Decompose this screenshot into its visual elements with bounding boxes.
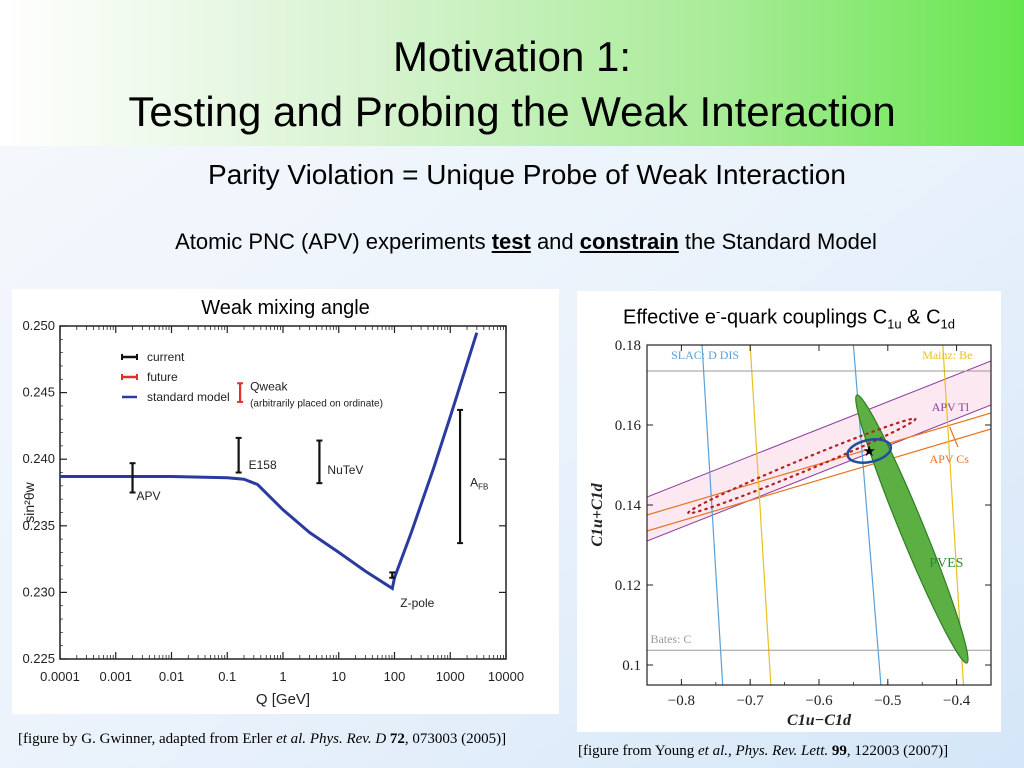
afb-label-sub: FB — [478, 483, 488, 492]
cite-left-post: , 073003 (2005)] — [404, 731, 507, 747]
atomic-pnc-statement: Atomic PNC (APV) experiments test and co… — [0, 228, 1024, 256]
standard-model-star: ★ — [862, 443, 875, 460]
x-tick-label: 0.001 — [99, 669, 132, 684]
cite-left-etal: et al. — [276, 731, 307, 747]
y-tick-label: 0.16 — [615, 418, 642, 434]
y-tick-label: 0.245 — [22, 385, 55, 400]
title-banner: Motivation 1: Testing and Probing the We… — [0, 0, 1024, 146]
left-panel-title: Weak mixing angle — [201, 297, 370, 319]
right-title-sub1: 1u — [887, 316, 902, 332]
x-tick-label: 0.0001 — [40, 669, 80, 684]
x-axis-label: C1u−C1d — [787, 712, 852, 729]
cite-right-post: , 122003 (2007)] — [846, 743, 949, 759]
dotted-fit-ellipse — [687, 417, 917, 515]
atomic-text-and: and — [530, 229, 580, 254]
x-tick-label: −0.4 — [943, 693, 971, 709]
atomic-text-post: the Standard Model — [678, 229, 877, 254]
error-bar-label: Z-pole — [400, 596, 434, 610]
x-tick-label: 0.01 — [159, 669, 184, 684]
x-tick-label: 100 — [384, 669, 406, 684]
bates-label: Bates: C — [650, 632, 691, 646]
x-tick-label: 1 — [279, 669, 286, 684]
cite-right-vol: 99 — [831, 743, 847, 759]
couplings-panel: ★ −0.8 −0.7 −0.6 −0.5 −0.4 0.1 0.12 0.14 0.16 0.18… — [577, 291, 1001, 732]
cite-right-etal: et al. — [698, 743, 728, 759]
cite-right-comma: , — [728, 743, 736, 759]
x-tick-label: 1000 — [436, 669, 465, 684]
y-tick-label: 0.250 — [22, 318, 55, 333]
x-axis-label: Q [GeV] — [256, 691, 310, 708]
slide-title-line1: Motivation 1: — [392, 33, 632, 80]
combined-fit-ellipse — [846, 438, 893, 464]
right-title-mid: -quark couplings C — [720, 306, 888, 329]
cite-left-vol: 72 — [389, 731, 405, 747]
error-bar-label-afb: AFB — [470, 476, 488, 492]
y-tick-label: 0.230 — [22, 584, 55, 599]
atomic-text-test: test — [491, 229, 531, 254]
right-title-pre: Effective e — [623, 306, 717, 329]
pves-ellipse — [855, 394, 969, 664]
y-tick-label: 0.14 — [615, 498, 642, 514]
x-tick-label: −0.8 — [668, 693, 695, 709]
apv-cs-label: APV Cs — [930, 452, 970, 466]
apv-tl-edge — [647, 360, 991, 498]
legend-label: current — [147, 350, 185, 364]
y-axis-label: sin²θw — [21, 481, 37, 522]
pves-label: PVES — [929, 556, 963, 571]
right-title-amp: & C — [901, 306, 941, 329]
legend-label: standard model — [147, 390, 230, 404]
right-citation: [figure from Young et al., Phys. Rev. Le… — [578, 742, 948, 760]
y-tick-label: 0.12 — [615, 578, 641, 594]
apv-tl-edge — [647, 404, 991, 542]
x-tick-label: −0.6 — [805, 693, 833, 709]
atomic-text-constrain: constrain — [579, 229, 679, 254]
left-citation: [figure by G. Gwinner, adapted from Erle… — [18, 730, 506, 748]
cite-left-pre: [figure by G. Gwinner, adapted from Erle… — [18, 731, 277, 747]
mainz-label: Mainz: Be — [922, 348, 972, 362]
slide-subtitle: Parity Violation = Unique Probe of Weak … — [208, 159, 846, 190]
y-tick-label: 0.1 — [622, 658, 641, 674]
y-tick-label: 0.18 — [615, 338, 641, 354]
weak-mixing-angle-chart: 0.0001 0.001 0.01 0.1 1 10 100 1000 10000 0.225 0.… — [21, 318, 524, 708]
x-tick-label: −0.5 — [874, 693, 901, 709]
y-tick-label: 0.240 — [22, 451, 55, 466]
afb-label-main: A — [470, 476, 478, 490]
error-bar-label: Qweak — [250, 380, 288, 394]
y-axis-label: C1u+C1d — [589, 482, 606, 546]
y-tick-label: 0.235 — [22, 518, 55, 533]
standard-model-curve — [60, 332, 479, 591]
slide-title-line2: Testing and Probing the Weak Interaction — [128, 88, 896, 135]
x-tick-label: 0.1 — [218, 669, 236, 684]
apv-cs-edge — [647, 412, 991, 516]
cite-right-pre: [figure from Young — [578, 743, 698, 759]
apv-tl-label: APV Tl — [932, 400, 970, 414]
weak-mixing-angle-panel: 0.0001 0.001 0.01 0.1 1 10 100 1000 10000 0.225 0.… — [12, 289, 559, 714]
slac-label: SLAC: D DIS — [671, 348, 739, 362]
right-title-sub2: 1d — [940, 316, 955, 332]
legend-label: future — [147, 370, 178, 384]
y-tick-label: 0.225 — [22, 651, 55, 666]
couplings-chart: ★ −0.8 −0.7 −0.6 −0.5 −0.4 0.1 0.12 0.14 0.16 0.18… — [589, 338, 992, 729]
x-tick-label: 10000 — [488, 669, 524, 684]
right-title-sup: - — [716, 304, 721, 319]
x-tick-label: −0.7 — [737, 693, 765, 709]
right-panel-title: Effective e--quark couplings C1u & C1d — [577, 299, 1001, 338]
slac-band-edge — [701, 345, 724, 685]
cite-left-journal: Phys. Rev. D — [309, 731, 387, 747]
apv-tl-band — [647, 361, 991, 541]
qweak-annotation: (arbitrarily placed on ordinate) — [250, 399, 383, 410]
error-bar-label: APV — [137, 489, 161, 503]
cite-right-journal: Phys. Rev. Lett. — [735, 743, 829, 759]
error-bar-label: E158 — [249, 458, 277, 472]
error-bar-label: NuTeV — [327, 463, 363, 477]
plot-area: ★ — [647, 345, 991, 685]
mainz-band-edge — [749, 345, 772, 685]
atomic-text-pre: Atomic PNC (APV) experiments — [175, 229, 492, 254]
x-tick-label: 10 — [332, 669, 346, 684]
apv-cs-pointer — [949, 426, 959, 448]
apv-cs-edge — [647, 428, 991, 532]
